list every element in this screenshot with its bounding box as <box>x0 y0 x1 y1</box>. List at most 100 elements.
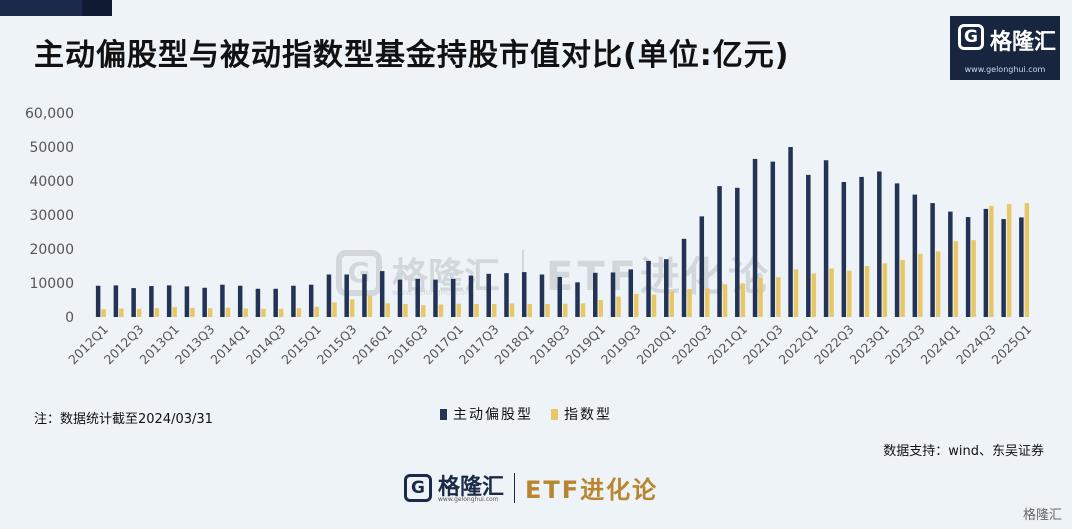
bar-passive-2022Q3 <box>847 270 852 317</box>
y-tick-label: 50000 <box>29 140 74 156</box>
bar-active-2019Q3 <box>628 269 634 317</box>
bar-passive-2024Q1 <box>953 241 959 317</box>
bar-passive-2019Q4 <box>651 294 657 317</box>
footer-divider <box>514 472 516 503</box>
bar-active-2014Q2 <box>255 288 261 317</box>
bar-active-2024Q4 <box>1001 219 1006 317</box>
bar-passive-2016Q1 <box>385 303 390 317</box>
bar-active-2014Q1 <box>237 285 243 317</box>
chart-legend: 主动偏股型 指数型 <box>440 404 612 424</box>
top-accent-bar <box>0 0 82 16</box>
bar-active-2024Q2 <box>965 217 971 317</box>
bar-passive-2022Q1 <box>811 273 817 317</box>
bar-active-2012Q2 <box>113 285 119 317</box>
bar-passive-2014Q2 <box>261 308 266 317</box>
bar-active-2021Q2 <box>752 158 758 317</box>
brand-url: www.gelonghui.com <box>964 65 1046 74</box>
bar-active-2013Q4 <box>220 284 225 317</box>
bar-passive-2017Q2 <box>474 304 479 317</box>
bar-active-2020Q3 <box>699 216 705 317</box>
bar-active-2023Q4 <box>930 203 935 317</box>
bar-passive-2015Q4 <box>367 295 373 317</box>
chart-title: 主动偏股型与被动指数型基金持股市值对比(单位:亿元) <box>34 38 790 73</box>
legend-item-active: 主动偏股型 <box>440 404 533 424</box>
bar-passive-2024Q4 <box>1006 204 1012 317</box>
bar-active-2016Q2 <box>397 279 403 317</box>
bar-passive-2019Q3 <box>634 293 639 317</box>
bar-active-2013Q3 <box>202 287 207 317</box>
bar-active-2024Q1 <box>948 211 953 317</box>
bar-active-2015Q3 <box>344 274 349 317</box>
bar-passive-2019Q2 <box>616 296 621 317</box>
footer-column-name: ETF进化论 <box>525 476 659 504</box>
bar-active-2013Q2 <box>184 286 190 317</box>
bar-passive-2013Q4 <box>225 307 231 317</box>
bar-active-2012Q1 <box>95 285 101 317</box>
bar-passive-2015Q3 <box>349 299 355 317</box>
bar-passive-2022Q2 <box>829 268 834 317</box>
legend-swatch-passive <box>551 408 558 420</box>
y-tick-label: 60,000 <box>25 106 74 122</box>
bar-passive-2020Q1 <box>669 291 675 317</box>
y-tick-label: 10000 <box>29 276 74 292</box>
bar-active-2023Q2 <box>894 183 900 317</box>
bar-active-2025Q1 <box>1019 217 1024 317</box>
bar-passive-2021Q4 <box>793 269 799 317</box>
corner-watermark: 格隆汇 <box>1022 508 1062 523</box>
brand-g-icon: G <box>958 24 984 50</box>
y-tick-label: 0 <box>65 310 74 326</box>
bar-passive-2025Q1 <box>1024 203 1030 317</box>
bar-active-2015Q1 <box>308 284 314 317</box>
bar-active-2022Q3 <box>841 182 847 317</box>
legend-swatch-active <box>440 408 447 420</box>
bar-passive-2016Q2 <box>403 304 408 317</box>
bar-passive-2012Q3 <box>136 308 142 317</box>
bar-passive-2015Q2 <box>332 302 337 317</box>
legend-item-passive: 指数型 <box>551 404 612 424</box>
footer-brand: G 格隆汇 www.gelonghui.com ETF进化论 <box>404 470 658 505</box>
bar-active-2020Q4 <box>717 186 722 317</box>
bar-active-2019Q2 <box>610 272 616 317</box>
bar-passive-2023Q3 <box>918 253 923 317</box>
bar-passive-2016Q3 <box>420 305 426 317</box>
bar-passive-2024Q3 <box>989 205 994 317</box>
bar-passive-2018Q3 <box>563 303 568 317</box>
bar-passive-2020Q4 <box>722 284 728 317</box>
bar-active-2015Q2 <box>326 274 332 317</box>
bar-passive-2017Q1 <box>456 303 461 317</box>
bar-passive-2020Q3 <box>705 288 710 317</box>
bar-active-2021Q1 <box>735 187 740 317</box>
bar-passive-2012Q2 <box>119 308 124 317</box>
bar-passive-2012Q4 <box>154 308 160 317</box>
bar-passive-2018Q1 <box>527 304 532 317</box>
bar-active-2019Q1 <box>593 272 598 317</box>
data-note: 注：数据统计截至2024/03/31 <box>34 412 213 427</box>
data-source: 数据支持：wind、东吴证券 <box>883 444 1044 459</box>
bar-active-2022Q4 <box>859 176 864 317</box>
bar-passive-2017Q3 <box>491 304 497 317</box>
bar-active-2016Q3 <box>415 278 420 317</box>
bar-passive-2023Q4 <box>935 251 941 317</box>
bar-active-2022Q2 <box>823 160 829 317</box>
brand-logo-box: G 格隆汇 www.gelonghui.com <box>950 16 1060 80</box>
bar-active-2012Q4 <box>149 286 154 317</box>
bar-active-2018Q3 <box>557 276 562 317</box>
bar-passive-2018Q4 <box>580 303 586 317</box>
bar-active-2023Q3 <box>912 194 918 317</box>
bar-active-2020Q1 <box>664 259 669 317</box>
bar-passive-2016Q4 <box>438 304 444 317</box>
bar-active-2017Q2 <box>468 275 474 317</box>
bar-active-2018Q1 <box>521 272 527 317</box>
bar-active-2018Q4 <box>575 282 580 317</box>
bar-passive-2017Q4 <box>509 303 515 317</box>
bar-active-2012Q3 <box>131 288 136 317</box>
footer-brand-url: www.gelonghui.com <box>438 496 499 503</box>
bar-active-2016Q4 <box>433 279 438 317</box>
bar-passive-2014Q3 <box>278 308 284 317</box>
bar-passive-2013Q1 <box>172 307 177 317</box>
legend-label-active: 主动偏股型 <box>453 407 533 423</box>
bar-active-2013Q1 <box>166 285 172 317</box>
x-tick-label: 2025Q1 <box>989 322 1035 368</box>
footer-g-icon: G <box>404 473 432 502</box>
